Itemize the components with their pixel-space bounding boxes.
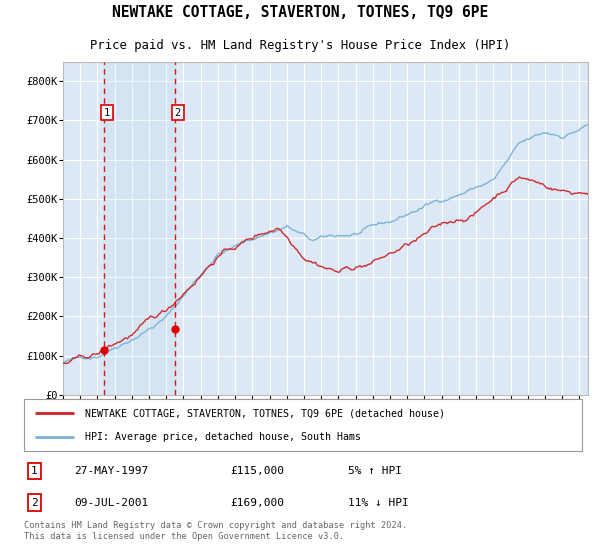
Bar [104, 62, 175, 395]
Text: £169,000: £169,000 [230, 497, 284, 507]
Text: NEWTAKE COTTAGE, STAVERTON, TOTNES, TQ9 6PE: NEWTAKE COTTAGE, STAVERTON, TOTNES, TQ9 … [112, 6, 488, 20]
Text: Price paid vs. HM Land Registry's House Price Index (HPI): Price paid vs. HM Land Registry's House … [90, 39, 510, 53]
Text: £115,000: £115,000 [230, 466, 284, 476]
Text: HPI: Average price, detached house, South Hams: HPI: Average price, detached house, Sout… [85, 432, 361, 442]
Text: 11% ↓ HPI: 11% ↓ HPI [347, 497, 409, 507]
Text: 2: 2 [31, 497, 37, 507]
Text: NEWTAKE COTTAGE, STAVERTON, TOTNES, TQ9 6PE (detached house): NEWTAKE COTTAGE, STAVERTON, TOTNES, TQ9 … [85, 408, 445, 418]
Text: 1: 1 [31, 466, 37, 476]
FancyBboxPatch shape [24, 399, 582, 451]
Text: 2: 2 [175, 108, 181, 118]
Text: Contains HM Land Registry data © Crown copyright and database right 2024.
This d: Contains HM Land Registry data © Crown c… [24, 521, 407, 542]
Bar [571, 62, 588, 395]
Text: 09-JUL-2001: 09-JUL-2001 [74, 497, 148, 507]
Text: 27-MAY-1997: 27-MAY-1997 [74, 466, 148, 476]
Text: 5% ↑ HPI: 5% ↑ HPI [347, 466, 401, 476]
Text: 1: 1 [104, 108, 110, 118]
